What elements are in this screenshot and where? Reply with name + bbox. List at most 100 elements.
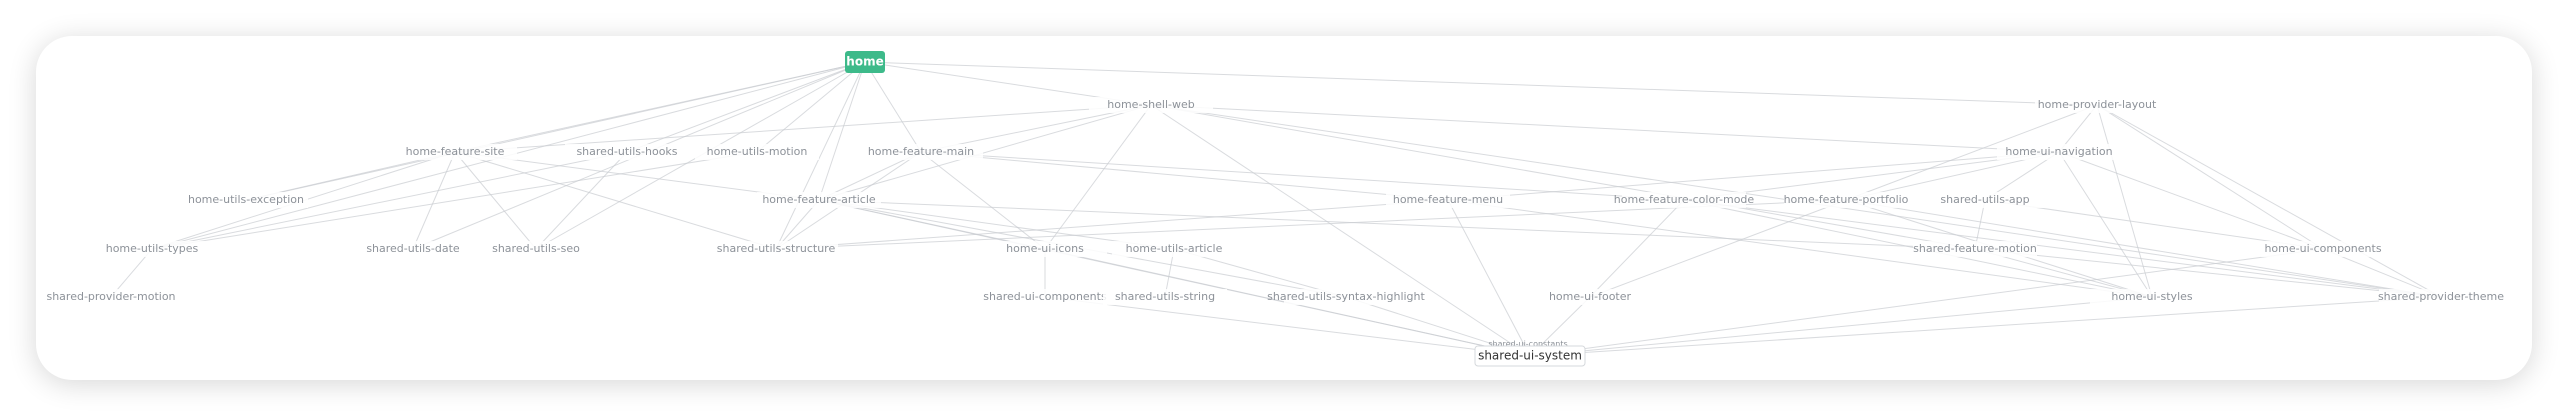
node-bg [2035,97,2159,113]
node-label: home-provider-layout [2038,98,2157,111]
edge [818,199,1976,250]
edge [818,104,1152,201]
edge [151,151,628,250]
node-label: shared-utils-structure [717,242,836,255]
node-label: home-ui-icons [1006,242,1084,255]
node-bg [1997,144,2121,160]
node-label: home-ui-components [2264,242,2381,255]
node-label: home-shell-web [1107,98,1194,111]
edge [1984,199,2324,250]
edge [818,199,1175,250]
node-label: shared-ui-system [1478,349,1582,363]
edge [920,151,1046,250]
graph-card [36,36,2532,380]
node-bg [1622,192,1746,208]
edge [1447,199,1531,357]
node-label: shared-utils-hooks [576,145,677,158]
edge [864,61,922,153]
node-label: home-ui-navigation [2005,145,2112,158]
edge [626,61,866,153]
node-bg [2261,241,2385,257]
node-label: home-utils-exception [188,193,304,206]
edge [454,151,777,250]
node-bg [757,192,881,208]
edge [1529,296,2153,357]
node-bg [1528,289,1652,305]
edge [1044,104,1152,250]
node-label: home [846,55,883,69]
edge [1150,104,1531,357]
edge [1974,248,2442,298]
edge [1044,296,1531,357]
edge [151,151,758,250]
node-label: shared-utils-date [366,242,460,255]
node-bg [1923,192,2047,208]
edge [1845,199,2442,298]
edge [1974,199,1986,250]
node-label: home-utils-article [1126,242,1223,255]
node-bg [184,192,308,208]
edge [2096,104,2324,250]
edge [775,61,866,250]
node-bg [90,241,214,257]
node-bg [714,241,838,257]
edge [1683,199,2442,298]
node-label: home-feature-menu [1393,193,1503,206]
edge [1529,296,2442,357]
edge [2058,151,2324,250]
node-box [1474,345,1586,367]
edge [2058,151,2153,298]
node-bg [1089,97,1213,113]
edge [2096,104,2442,298]
node-label: shared-utils-string [1115,290,1215,303]
node-bg [1913,241,2037,257]
node-label: home-ui-footer [1549,290,1632,303]
edge [1447,199,2153,298]
node-bg [2090,289,2214,305]
edge [454,151,537,250]
edge [1447,151,2060,201]
node-bg [1284,289,1408,305]
node-label: shared-provider-theme [2378,290,2504,303]
node-label: shared-utils-syntax-highlight [1267,290,1425,303]
node-bg [1784,192,1908,208]
node-bg [49,289,173,305]
node-label: home-feature-portfolio [1784,193,1909,206]
edge [1150,104,1976,250]
edge [1683,151,2060,201]
node-label: home-feature-color-mode [1614,193,1755,206]
node-label: home-utils-motion [707,145,808,158]
node-bg [565,144,689,160]
node-box [845,51,885,73]
edge [864,61,2098,106]
edge [1529,248,2324,357]
node-label: shared-utils-app [1940,193,2029,206]
node-bg [983,289,1107,305]
node-label: shared-provider-motion [46,290,175,303]
node-bg [393,144,517,160]
node-label: home-feature-article [762,193,876,206]
edge [1150,104,2060,153]
edge [535,151,628,250]
node-label: shared-ui-components [983,290,1107,303]
edge [775,199,820,250]
node-label: home-feature-site [406,145,505,158]
node-bg [859,144,983,160]
edge [245,61,866,201]
edge [775,199,1847,250]
edges [110,61,2442,357]
node-bg [695,144,819,160]
node-label: home-ui-styles [2111,290,2193,303]
node-label: shared-ui-constants [1488,340,1567,349]
edge [818,61,866,201]
node-bg [1112,241,1236,257]
edge [2096,104,2153,298]
edge [920,151,1685,201]
node-label: shared-utils-seo [492,242,580,255]
node-bg [351,241,475,257]
node-label: home-feature-main [868,145,974,158]
nodes: home home-shell-web home-provider-layout ho… [46,51,2504,367]
edge [756,61,866,153]
